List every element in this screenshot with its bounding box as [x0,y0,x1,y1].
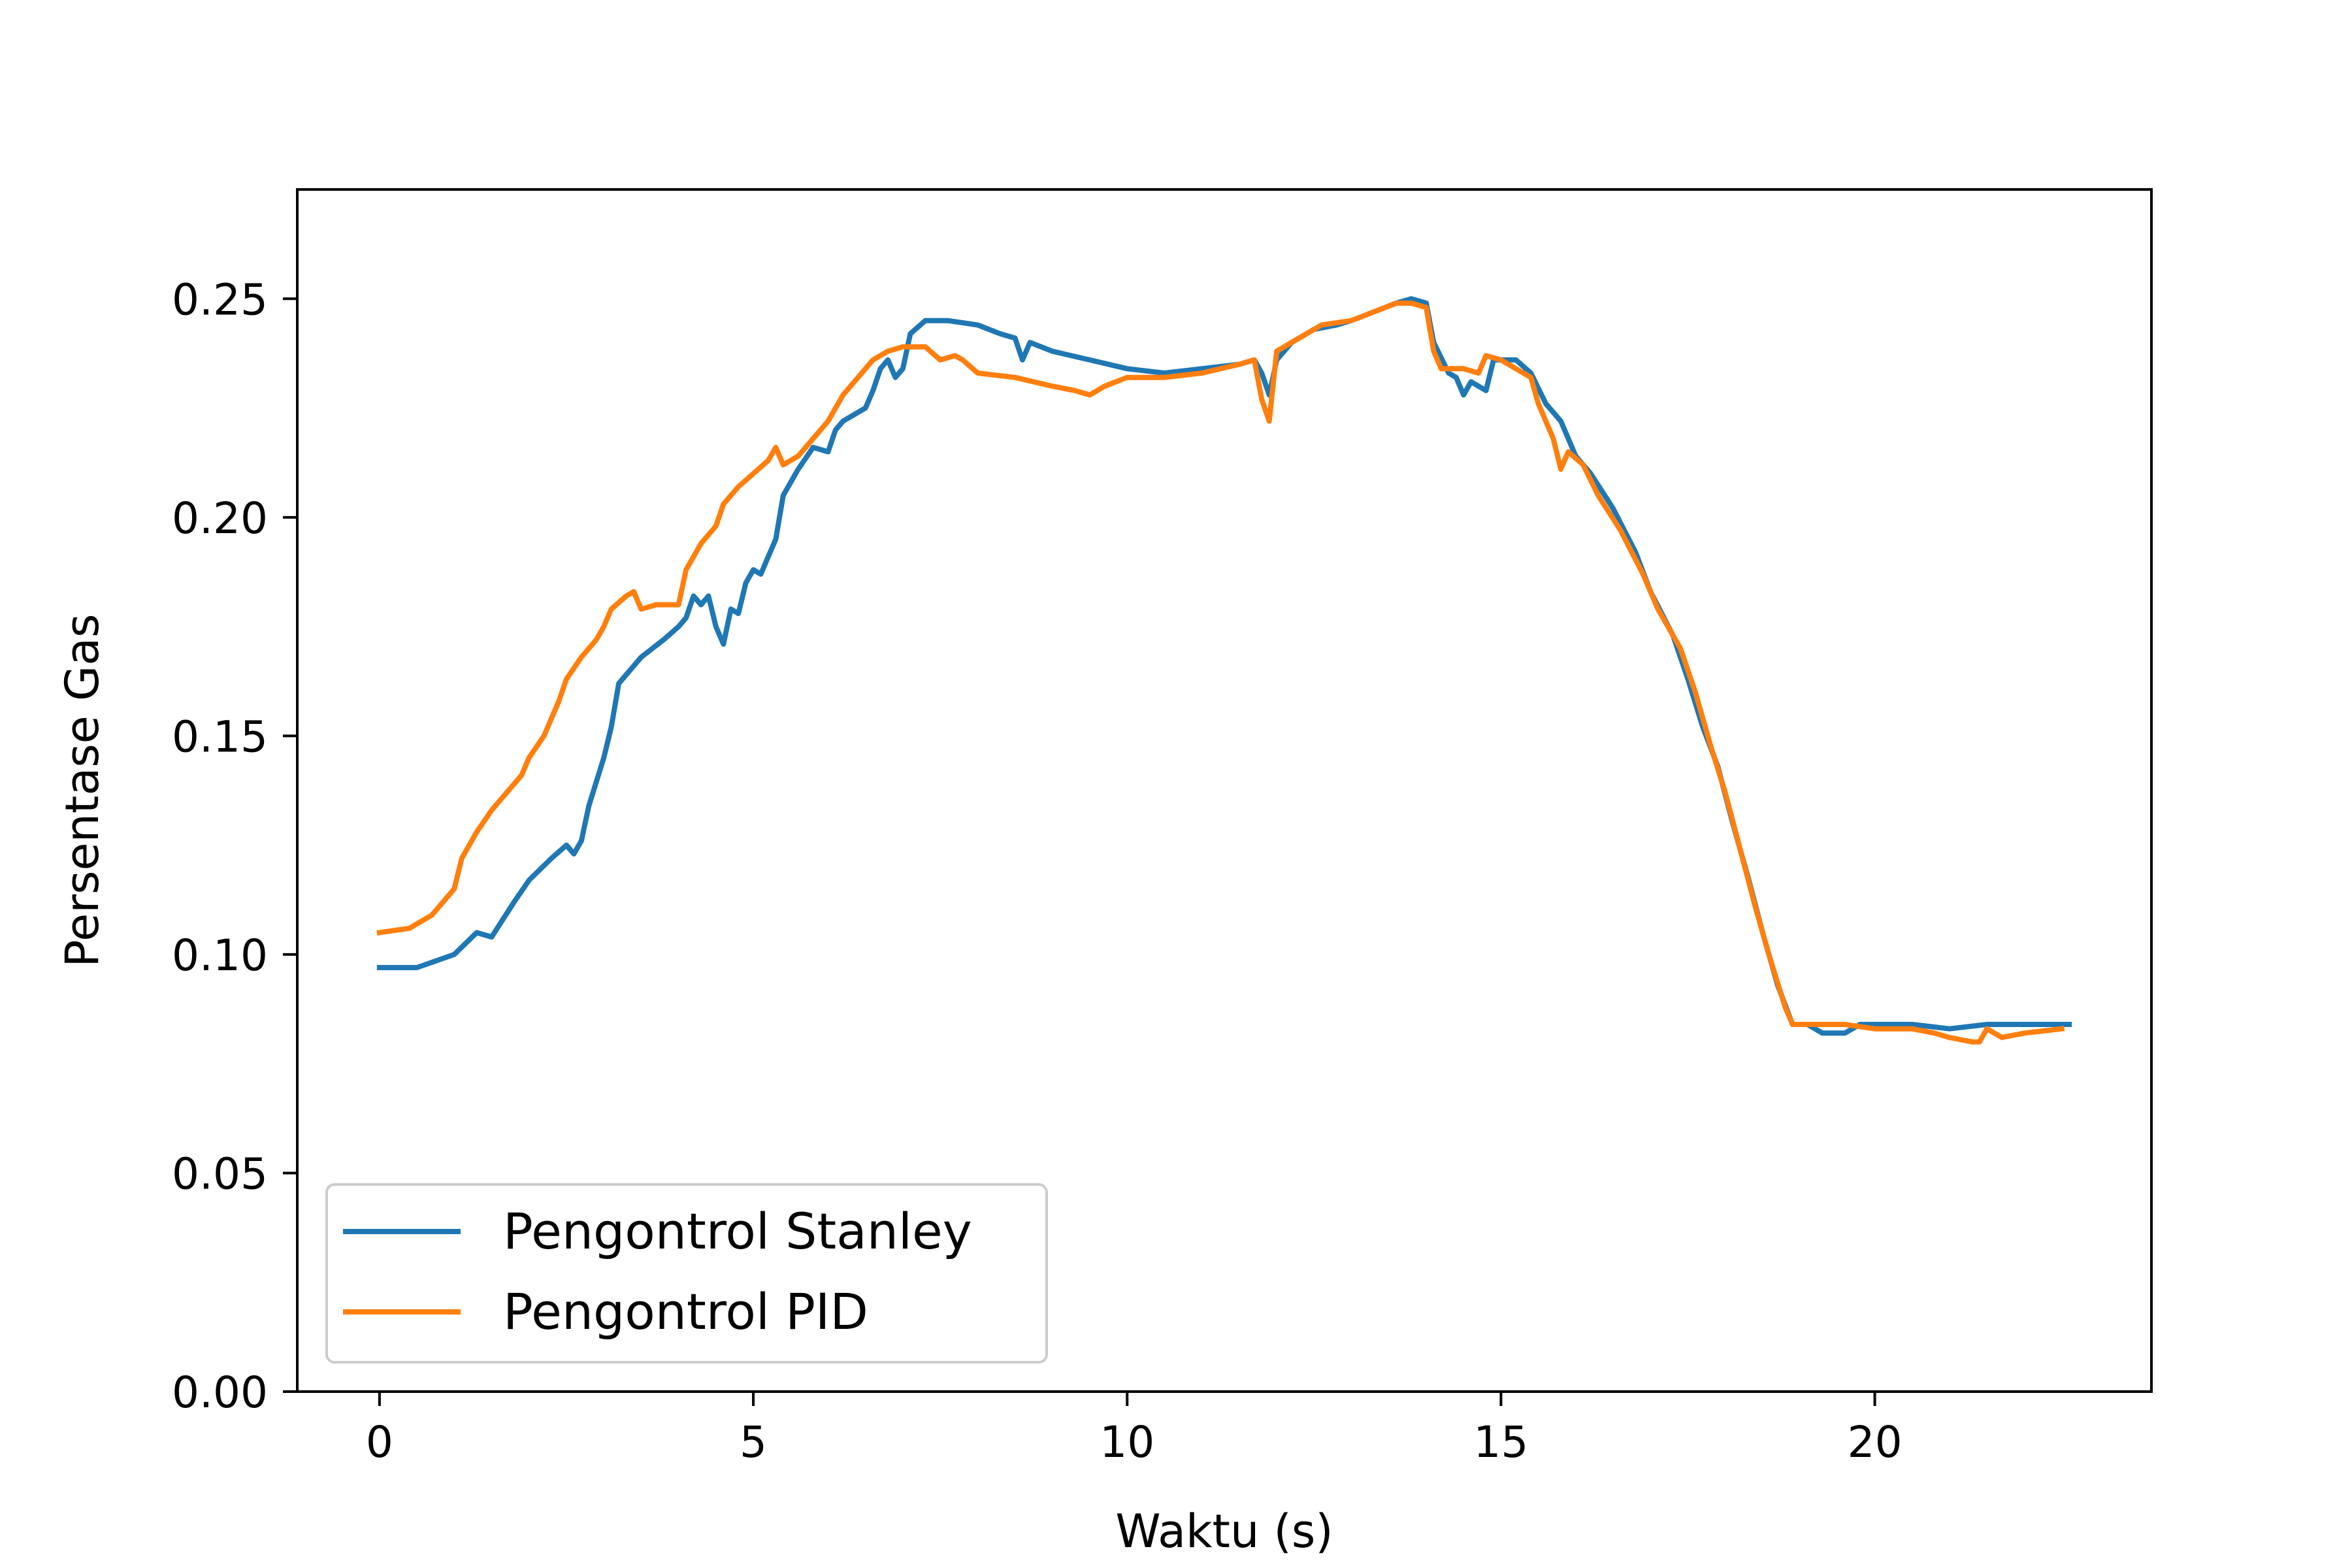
x-tick-label: 10 [1100,1417,1154,1467]
y-tick-label: 0.00 [172,1367,268,1418]
y-tick-label: 0.20 [172,493,268,544]
x-tick-label: 20 [1848,1417,1903,1467]
series-line-stanley [376,296,2072,1036]
y-axis: 0.00 0.05 0.10 0.15 0.20 0.25 [172,274,297,1418]
legend-label-pid: Pengontrol PID [503,1282,868,1341]
x-tick-label: 0 [366,1417,393,1467]
legend-label-stanley: Pengontrol Stanley [503,1202,972,1260]
y-axis-label: Persentase Gas [56,613,109,967]
x-tick-label: 5 [740,1417,767,1467]
x-axis-label: Waktu (s) [1115,1505,1333,1558]
series-layer [376,296,2072,1045]
plot-frame [296,188,2153,1393]
legend: Pengontrol Stanley Pengontrol PID [325,1183,1048,1364]
y-tick-label: 0.25 [172,274,268,325]
x-tick-label: 15 [1473,1417,1528,1467]
y-tick-label: 0.15 [172,711,268,762]
series-line-pid [376,301,2065,1045]
y-tick-label: 0.05 [172,1149,268,1199]
legend-box [325,1183,1048,1364]
x-axis: 0 5 10 15 20 [366,1392,1903,1467]
y-tick-label: 0.10 [172,930,268,981]
